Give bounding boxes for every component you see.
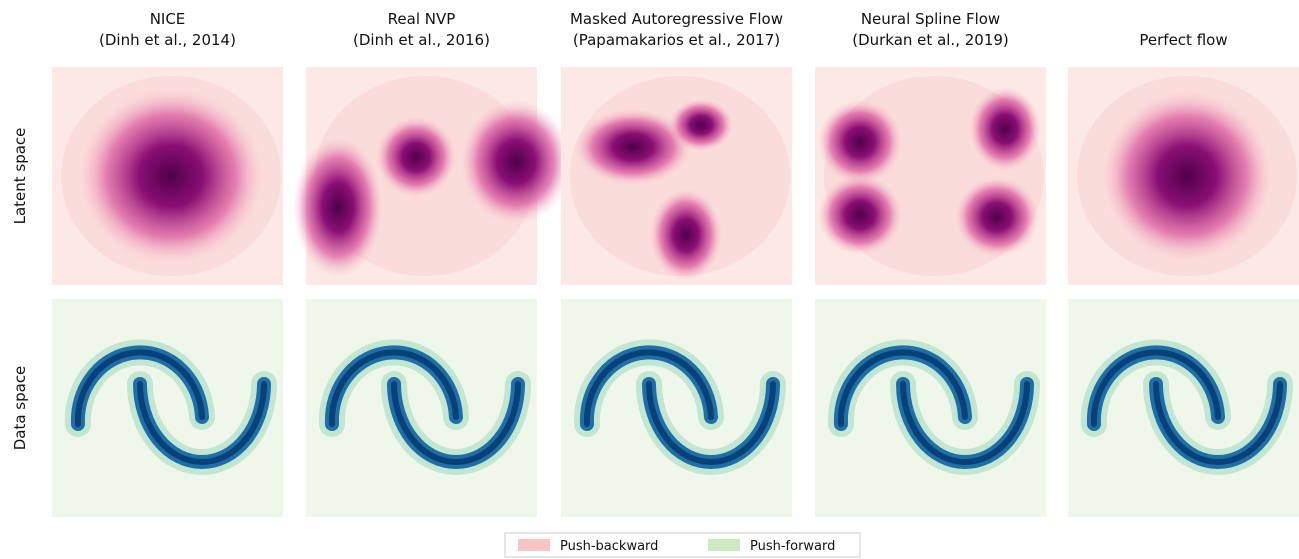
- row-label: Latent space: [11, 128, 29, 225]
- density-blob: [650, 189, 722, 281]
- column-citation: (Dinh et al., 2016): [353, 31, 490, 49]
- latent-panel: [1068, 67, 1299, 285]
- latent-panel: [52, 67, 283, 285]
- legend-label: Push-forward: [750, 539, 835, 554]
- column-title: Perfect flow: [1139, 31, 1227, 49]
- density-blob: [376, 117, 456, 197]
- density-blob: [969, 87, 1041, 171]
- data-panel: [52, 299, 283, 517]
- column-title: Neural Spline Flow: [861, 10, 1000, 28]
- data-panel: [815, 299, 1046, 517]
- density-blob: [293, 137, 383, 277]
- column-citation: (Dinh et al., 2014): [99, 31, 236, 49]
- legend-label: Push-backward: [560, 539, 658, 554]
- legend-frame: [504, 532, 861, 558]
- column-citation: (Durkan et al., 2019): [852, 31, 1009, 49]
- legend-swatch: [518, 539, 550, 551]
- latent-panel: [561, 67, 792, 285]
- density-blob: [575, 109, 691, 185]
- legend: Push-backward Push-forward: [504, 532, 861, 558]
- latent-panel: [293, 67, 571, 285]
- column-title: Real NVP: [388, 10, 456, 28]
- data-panel: [561, 299, 792, 517]
- data-panel: [306, 299, 537, 517]
- density-blob: [955, 177, 1039, 257]
- latent-panel: [815, 67, 1046, 285]
- data-panel: [1068, 299, 1299, 517]
- column-citation: (Papamakarios et al., 2017): [573, 31, 780, 49]
- density-blob: [461, 100, 571, 224]
- density-blob: [1102, 91, 1272, 261]
- density-blob: [818, 175, 902, 255]
- row-label: Data space: [11, 366, 29, 451]
- legend-swatch: [708, 539, 740, 551]
- column-title: Masked Autoregressive Flow: [570, 10, 783, 28]
- density-blob: [818, 100, 902, 184]
- density-blob: [79, 88, 263, 264]
- column-title: NICE: [150, 10, 186, 28]
- density-blob: [669, 99, 733, 151]
